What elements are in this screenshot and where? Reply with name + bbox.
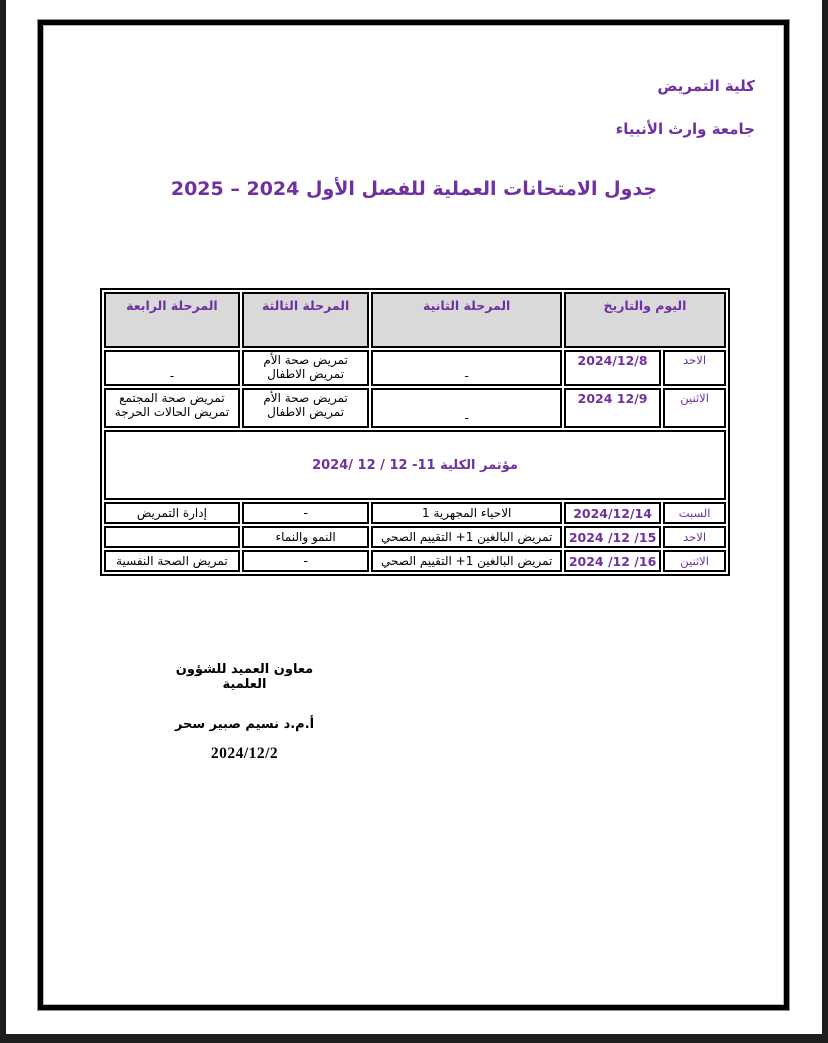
page-title: جدول الامتحانات العملية للفصل الأول 2024… (170, 178, 658, 200)
cell-stage2: الاحياء المجهرية 1 (371, 502, 562, 524)
cell-day: الاثنين (663, 550, 726, 572)
viewport-edge-left (0, 0, 6, 1043)
header-stage2: المرحلة الثانية (371, 292, 562, 348)
university-name: جامعة وارث الأنبياء (615, 120, 755, 138)
table-header-row: اليوم والتاريخ المرحلة الثانية المرحلة ا… (104, 292, 726, 348)
table-row: الاحد 2024/12/8 - تمريض صحة الأم تمريض ا… (104, 350, 726, 386)
cell-stage4 (104, 526, 240, 548)
viewport-edge-bottom (0, 1034, 828, 1043)
cell-stage4: إدارة التمريض (104, 502, 240, 524)
signature-date: 2024/12/2 (210, 745, 279, 762)
table-row: الاحد 15/ 12/ 2024 تمريض البالغين 1+ الت… (104, 526, 726, 548)
cell-day: السبت (663, 502, 726, 524)
cell-stage2: - (371, 388, 562, 428)
cell-date: 12/9 2024 (563, 388, 662, 428)
cell-day: الاحد (663, 350, 726, 386)
conference-cell: مؤتمر الكلية 11- 12 / 12 /2024 (104, 430, 726, 500)
cell-stage2: - (371, 350, 562, 386)
org-header: كلية التمريض جامعة وارث الأنبياء (616, 76, 755, 162)
college-name: كلية التمريض (657, 77, 755, 95)
cell-stage4: - (104, 350, 240, 386)
cell-date: 2024/12/14 (563, 502, 662, 524)
cell-stage4: تمريض صحة المجتمع تمريض الحالات الحرجة (104, 388, 240, 428)
table-row: السبت 2024/12/14 الاحياء المجهرية 1 - إد… (104, 502, 726, 524)
cell-date: 16/ 12/ 2024 (563, 550, 662, 572)
signature-title: معاون العميد للشؤون العلمية (175, 662, 314, 692)
cell-day: الاثنين (663, 388, 726, 428)
cell-day: الاحد (663, 526, 726, 548)
signature-name: أ.م.د نسيم صبير سحر (174, 717, 315, 732)
cell-date: 15/ 12/ 2024 (563, 526, 662, 548)
cell-stage2: تمريض البالغين 1+ التقييم الصحي (371, 550, 562, 572)
cell-date: 2024/12/8 (563, 350, 662, 386)
cell-stage3: تمريض صحة الأم تمريض الاطفال (241, 388, 370, 428)
exam-schedule-table-wrap: اليوم والتاريخ المرحلة الثانية المرحلة ا… (100, 288, 730, 576)
header-stage4: المرحلة الرابعة (104, 292, 240, 348)
table-row: الاثنين 12/9 2024 - تمريض صحة الأم تمريض… (104, 388, 726, 428)
viewport-edge-right (822, 0, 828, 1043)
cell-stage4: تمريض الصحة النفسية (104, 550, 240, 572)
header-stage3: المرحلة الثالثة (241, 292, 370, 348)
header-day-date: اليوم والتاريخ (563, 292, 726, 348)
conference-row: مؤتمر الكلية 11- 12 / 12 /2024 (104, 430, 726, 500)
cell-stage3: - (241, 550, 370, 572)
cell-stage3: - (241, 502, 370, 524)
cell-stage3: النمو والنماء (241, 526, 370, 548)
table-row: الاثنين 16/ 12/ 2024 تمريض البالغين 1+ ا… (104, 550, 726, 572)
signature-block: معاون العميد للشؤون العلمية أ.م.د نسيم ص… (157, 662, 332, 763)
cell-stage3: تمريض صحة الأم تمريض الاطفال (241, 350, 370, 386)
exam-schedule-table: اليوم والتاريخ المرحلة الثانية المرحلة ا… (100, 288, 730, 576)
cell-stage2: تمريض البالغين 1+ التقييم الصحي (371, 526, 562, 548)
